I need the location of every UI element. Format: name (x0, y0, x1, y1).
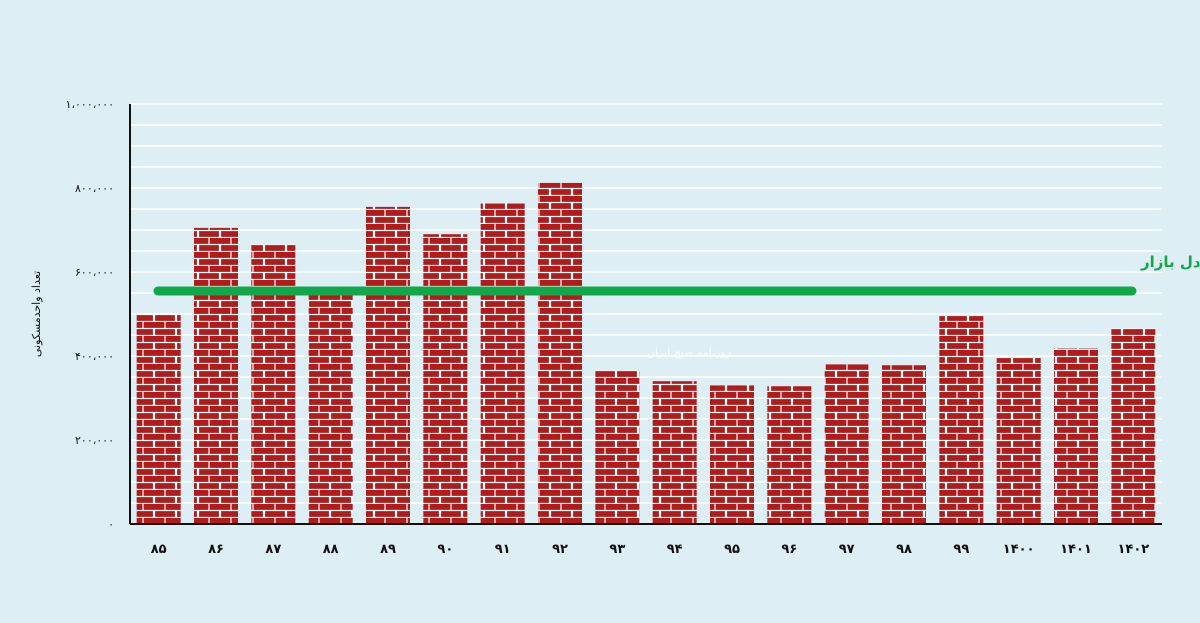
bar (136, 314, 181, 524)
x-tick-label: ۹۵ (724, 542, 740, 557)
y-tick-label: ۶۰۰،۰۰۰ (75, 266, 114, 279)
bar (710, 385, 754, 524)
bar (366, 206, 410, 524)
x-tick-label: ۸۹ (380, 542, 396, 557)
bar (1054, 348, 1098, 524)
watermark-text: روزنامه صبح ایران (647, 346, 731, 359)
bar (824, 364, 869, 524)
x-tick-label: ۹۰ (437, 542, 453, 557)
y-axis-label: تعداد واحدمسکونی (30, 271, 43, 357)
bar (423, 234, 468, 524)
x-tick-label: ۹۳ (609, 542, 625, 557)
bar (538, 182, 582, 524)
bar (939, 316, 984, 524)
y-tick-label: ۸۰۰،۰۰۰ (75, 182, 114, 195)
bar (767, 386, 812, 524)
bar (308, 293, 353, 524)
reference-line-label: حداقل عرضه مورد نیاز برای تعادل بازار (1140, 253, 1200, 271)
x-tick-label: ۹۲ (552, 542, 568, 557)
x-tick-label: ۸۸ (323, 542, 339, 557)
x-tick-label: ۹۹ (953, 542, 969, 557)
y-tick-label: ۱،۰۰۰،۰۰۰ (66, 98, 114, 111)
x-tick-label: ۸۶ (208, 542, 224, 557)
y-tick-label: ۰ (108, 518, 114, 531)
x-tick-label: ۹۱ (495, 542, 511, 557)
x-tick-label: ۹۶ (781, 542, 797, 557)
x-tick-label: ۸۵ (151, 542, 167, 557)
x-tick-label: ۹۷ (839, 542, 855, 557)
y-tick-label: ۴۰۰،۰۰۰ (75, 350, 114, 363)
bar (595, 370, 640, 524)
bar (1111, 328, 1156, 524)
bar (882, 365, 926, 524)
x-tick-label: ۹۴ (667, 542, 683, 557)
x-tick-label: ۱۴۰۰ (1003, 542, 1035, 557)
bar (652, 381, 697, 524)
x-tick-label: ۱۴۰۱ (1060, 542, 1092, 557)
bar (194, 227, 238, 524)
x-tick-label: ۸۷ (265, 542, 281, 557)
bar (480, 203, 525, 525)
x-tick-label: ۹۸ (896, 542, 912, 557)
x-tick-label: ۱۴۰۲ (1117, 542, 1149, 557)
bar (996, 358, 1041, 524)
y-tick-label: ۲۰۰،۰۰۰ (75, 434, 114, 447)
